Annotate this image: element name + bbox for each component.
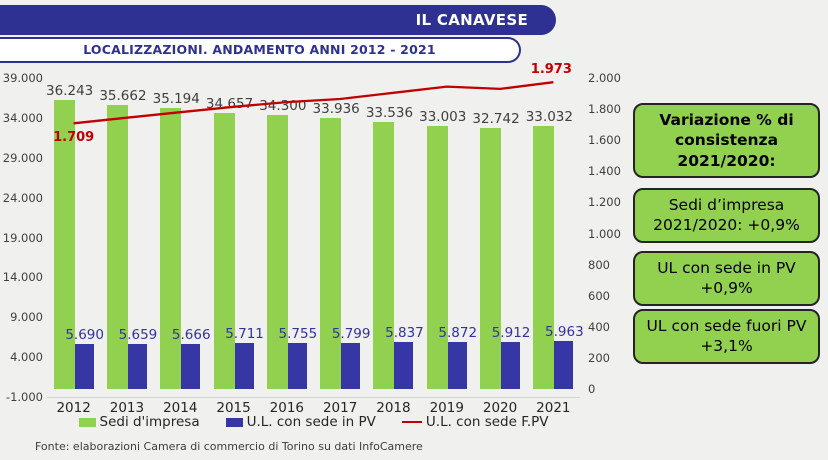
variation-box-sedi-text: Sedi d’impresa 2021/2020: +0,9% [653, 196, 800, 235]
blue-bar-swatch-icon [225, 417, 243, 427]
page-title: IL CANAVESE [415, 11, 528, 29]
left-axis-tick: 34.000 [2, 110, 43, 125]
legend: Sedi d'impresa U.L. con sede in PV U.L. … [47, 413, 580, 431]
right-axis-tick: 1.600 [588, 133, 621, 148]
bar-value-label-sedi: 33.536 [365, 104, 414, 121]
bar-value-label-ul-pv: 5.755 [278, 326, 318, 343]
red-line-swatch-icon [401, 421, 422, 423]
chart-subtitle: LOCALIZZAZIONI. ANDAMENTO ANNI 2012 - 20… [83, 42, 436, 57]
year-label: 2014 [163, 400, 198, 416]
variation-box-ul-fuori-pv-text: UL con sede fuori PV +3,1% [646, 317, 807, 356]
right-axis-tick: 1.200 [588, 195, 621, 210]
bar-value-label-ul-pv: 5.799 [331, 325, 371, 342]
bar-sedi-impresa [53, 99, 75, 390]
green-bar-swatch-icon [78, 417, 96, 427]
legend-label: Sedi d'impresa [99, 414, 200, 430]
line-first-point-label: 1.709 [53, 130, 95, 146]
bar-ul-sede-pv [74, 343, 94, 390]
right-axis-tick: 400 [588, 319, 610, 334]
year-label: 2017 [322, 400, 358, 416]
legend-item-ul-fpv: U.L. con sede F.PV [401, 414, 549, 430]
legend-item-sedi: Sedi d'impresa [78, 414, 200, 430]
bar-value-label-sedi: 35.194 [152, 91, 200, 108]
bar-value-label-sedi: 33.032 [525, 108, 573, 125]
year-label: 2012 [56, 400, 91, 416]
right-axis-tick: 200 [588, 350, 610, 365]
page-title-banner: IL CANAVESE [0, 5, 556, 35]
bar-value-label-sedi: 36.243 [46, 82, 94, 99]
bar-sedi-impresa [160, 108, 182, 390]
year-label: 2021 [536, 400, 571, 416]
bar-ul-sede-pv [127, 343, 147, 390]
variation-box-ul-fuori-pv: UL con sede fuori PV +3,1% [633, 309, 820, 364]
variation-heading-text: Variazione % di consistenza 2021/2020: [659, 111, 794, 170]
bar-value-label-ul-pv: 5.963 [545, 324, 584, 341]
bar-ul-sede-pv [447, 342, 467, 390]
right-axis-tick: 800 [588, 257, 610, 272]
bar-value-label-ul-pv: 5.837 [385, 325, 424, 342]
year-label: 2015 [216, 400, 251, 416]
left-axis-tick: 4.000 [10, 350, 43, 365]
right-axis-tick: 0 [588, 382, 596, 397]
bar-value-label-sedi: 35.662 [99, 87, 147, 104]
source-note: Fonte: elaborazioni Camera di commercio … [35, 440, 423, 453]
bar-sedi-impresa [480, 127, 502, 390]
variation-box-sedi: Sedi d’impresa 2021/2020: +0,9% [633, 188, 820, 243]
right-axis-tick: 1.000 [588, 226, 621, 241]
left-axis-tick: 29.000 [2, 150, 43, 165]
right-axis-tick: 600 [588, 288, 610, 303]
bar-value-label-ul-pv: 5.912 [491, 324, 531, 341]
year-label: 2013 [109, 400, 145, 416]
year-label: 2016 [269, 400, 305, 416]
bar-value-label-sedi: 33.936 [312, 101, 360, 118]
bar-sedi-impresa [426, 125, 448, 389]
legend-label: U.L. con sede in PV [246, 414, 376, 430]
bar-value-label-ul-pv: 5.872 [438, 325, 478, 342]
bar-ul-sede-pv [501, 341, 521, 390]
bar-sedi-impresa [213, 112, 235, 389]
bar-value-label-ul-pv: 5.659 [118, 326, 158, 343]
line-ul-sede-fpv [73, 81, 554, 125]
left-axis-tick: 19.000 [2, 230, 43, 245]
left-axis-tick: 14.000 [2, 270, 43, 285]
bar-value-label-ul-pv: 5.690 [65, 326, 104, 343]
right-axis-tick: 1.800 [588, 102, 621, 117]
variation-heading-box: Variazione % di consistenza 2021/2020: [633, 103, 820, 179]
bar-ul-sede-pv [234, 343, 254, 389]
bar-ul-sede-pv [341, 342, 361, 389]
right-axis-tick: 1.400 [588, 164, 621, 179]
bar-sedi-impresa [106, 104, 128, 389]
year-label: 2019 [429, 400, 464, 416]
bar-value-label-sedi: 32.742 [472, 110, 520, 127]
line-last-point-label: 1.973 [530, 62, 572, 78]
right-axis-tick: 2.000 [588, 71, 621, 85]
left-axis-tick: 9.000 [10, 310, 43, 325]
legend-label: U.L. con sede F.PV [425, 414, 549, 430]
bar-ul-sede-pv [394, 342, 414, 390]
variation-box-ul-pv: UL con sede in PV +0,9% [633, 251, 820, 306]
year-label: 2020 [482, 400, 518, 416]
bar-value-label-ul-pv: 5.711 [225, 326, 264, 343]
year-label: 2018 [376, 400, 411, 416]
left-axis-tick: 24.000 [2, 190, 43, 205]
bar-ul-sede-pv [287, 343, 307, 390]
variation-box-ul-pv-text: UL con sede in PV +0,9% [657, 259, 796, 298]
bar-ul-sede-pv [181, 343, 201, 389]
bar-value-label-sedi: 33.003 [419, 108, 467, 125]
bar-sedi-impresa [266, 115, 288, 389]
legend-item-ul-pv: U.L. con sede in PV [225, 414, 376, 430]
bar-ul-sede-pv [554, 341, 574, 390]
bar-sedi-impresa [533, 125, 555, 390]
left-axis-tick: 39.000 [2, 71, 43, 85]
bar-value-label-ul-pv: 5.666 [171, 326, 211, 343]
left-axis-tick: -1.000 [5, 390, 43, 404]
bar-sedi-impresa [320, 118, 342, 389]
bar-sedi-impresa [373, 121, 395, 389]
plot-area: 36.243 5.690 35.662 5.659 35.194 5.666 34.657 5… [46, 62, 584, 398]
chart-subtitle-banner: LOCALIZZAZIONI. ANDAMENTO ANNI 2012 - 20… [0, 37, 521, 63]
